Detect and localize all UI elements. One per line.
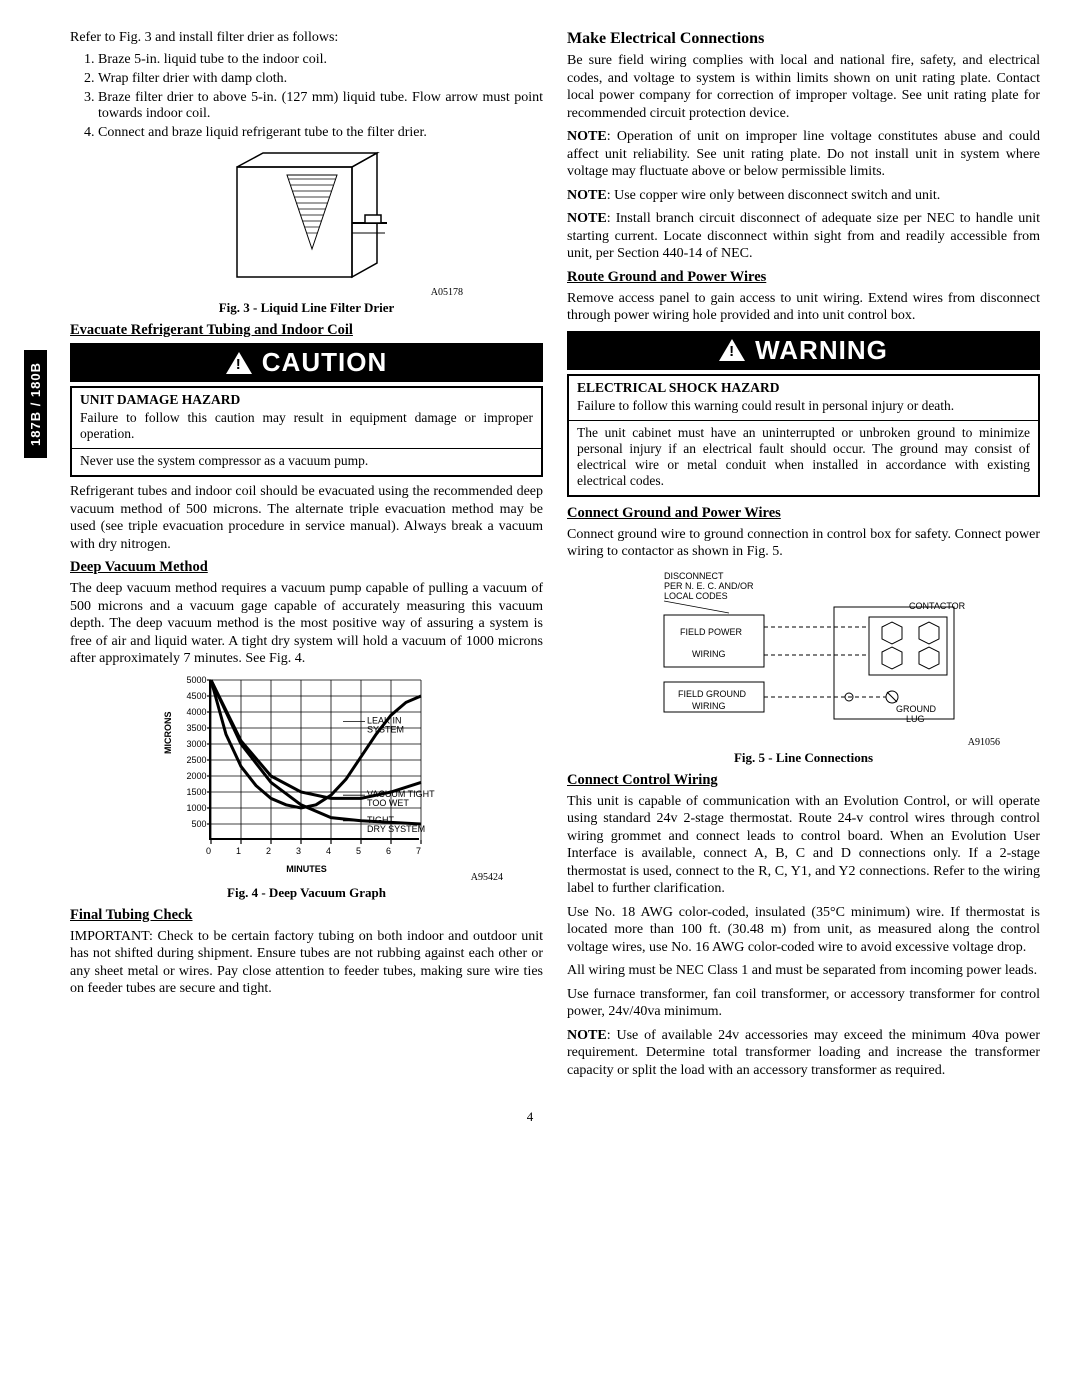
caution-p1: Failure to follow this caution may resul… xyxy=(72,410,541,448)
dvm-heading: Deep Vacuum Method xyxy=(70,559,543,576)
rgpw-body: Remove access panel to gain access to un… xyxy=(567,290,1040,325)
mec-note1: NOTE: Operation of unit on improper line… xyxy=(567,128,1040,181)
ccw-p4: Use furnace transformer, fan coil transf… xyxy=(567,986,1040,1021)
caution-banner: CAUTION xyxy=(70,343,543,382)
page-number: 4 xyxy=(20,1109,1040,1125)
fig5-caption: Fig. 5 - Line Connections xyxy=(567,750,1040,766)
fig3-caption: Fig. 3 - Liquid Line Filter Drier xyxy=(70,300,543,316)
dvm-body: The deep vacuum method requires a vacuum… xyxy=(70,580,543,668)
chart-xlabel: MINUTES xyxy=(157,864,457,874)
left-column: Refer to Fig. 3 and install filter drier… xyxy=(70,30,543,1085)
rgpw-heading: Route Ground and Power Wires xyxy=(567,269,1040,286)
ccw-p1: This unit is capable of communication wi… xyxy=(567,793,1040,898)
warning-banner: WARNING xyxy=(567,331,1040,370)
svg-text:SYSTEM: SYSTEM xyxy=(367,724,404,734)
coil-illustration xyxy=(217,149,397,289)
svg-text:PER N. E. C. AND/OR: PER N. E. C. AND/OR xyxy=(664,581,754,591)
evacuate-heading: Evacuate Refrigerant Tubing and Indoor C… xyxy=(70,322,543,339)
side-tab: 187B / 180B xyxy=(24,350,47,458)
svg-text:LOCAL CODES: LOCAL CODES xyxy=(664,591,728,601)
ccw-p2: Use No. 18 AWG color-coded, insulated (3… xyxy=(567,904,1040,957)
svg-text:WIRING: WIRING xyxy=(692,649,726,659)
warning-p2: The unit cabinet must have an uninterrup… xyxy=(569,420,1038,495)
svg-text:FIELD GROUND: FIELD GROUND xyxy=(678,689,747,699)
cgpw-body: Connect ground wire to ground connection… xyxy=(567,526,1040,561)
fig4-caption: Fig. 4 - Deep Vacuum Graph xyxy=(70,885,543,901)
page-content: Refer to Fig. 3 and install filter drier… xyxy=(70,30,1040,1085)
step-2: Wrap filter drier with damp cloth. xyxy=(98,71,543,87)
figure-3: A05178 Fig. 3 - Liquid Line Filter Drier xyxy=(70,149,543,316)
warning-title: ELECTRICAL SHOCK HAZARD xyxy=(569,376,1038,398)
right-column: Make Electrical Connections Be sure fiel… xyxy=(567,30,1040,1085)
svg-text:GROUND: GROUND xyxy=(896,704,936,714)
cgpw-heading: Connect Ground and Power Wires xyxy=(567,505,1040,522)
caution-label: CAUTION xyxy=(262,347,387,378)
ftc-body: IMPORTANT: Check to be certain factory t… xyxy=(70,928,543,998)
caution-title: UNIT DAMAGE HAZARD xyxy=(72,388,541,410)
caution-p2: Never use the system compressor as a vac… xyxy=(72,448,541,475)
svg-text:DRY SYSTEM: DRY SYSTEM xyxy=(367,823,425,833)
intro-text: Refer to Fig. 3 and install filter drier… xyxy=(70,30,543,46)
mec-note3: NOTE: Install branch circuit disconnect … xyxy=(567,210,1040,263)
evac-body: Refrigerant tubes and indoor coil should… xyxy=(70,483,543,553)
install-steps: Braze 5-in. liquid tube to the indoor co… xyxy=(98,52,543,141)
chart-plot-area: LEAK INSYSTEMVACUUM TIGHTTOO WETTIGHTDRY… xyxy=(209,680,419,840)
ccw-note: NOTE: Use of available 24v accessories m… xyxy=(567,1027,1040,1080)
step-1: Braze 5-in. liquid tube to the indoor co… xyxy=(98,52,543,68)
wiring-diagram: DISCONNECT PER N. E. C. AND/OR LOCAL COD… xyxy=(634,567,974,737)
svg-text:FIELD POWER: FIELD POWER xyxy=(680,627,743,637)
warning-box: ELECTRICAL SHOCK HAZARD Failure to follo… xyxy=(567,374,1040,497)
chart-ylabel: MICRONS xyxy=(163,711,173,754)
step-4: Connect and braze liquid refrigerant tub… xyxy=(98,125,543,141)
mec-note2: NOTE: Use copper wire only between disco… xyxy=(567,187,1040,205)
svg-text:CONTACTOR: CONTACTOR xyxy=(909,601,966,611)
vacuum-chart: MICRONS LEAK INSYSTEMVACUUM TIGHTTOO WET… xyxy=(157,674,457,874)
step-3: Braze filter drier to above 5-in. (127 m… xyxy=(98,90,543,122)
caution-icon xyxy=(226,352,252,374)
svg-text:DISCONNECT: DISCONNECT xyxy=(664,571,724,581)
mec-heading: Make Electrical Connections xyxy=(567,30,1040,48)
mec-p1: Be sure field wiring complies with local… xyxy=(567,52,1040,122)
ccw-p3: All wiring must be NEC Class 1 and must … xyxy=(567,962,1040,980)
caution-box: UNIT DAMAGE HAZARD Failure to follow thi… xyxy=(70,386,543,477)
svg-text:WIRING: WIRING xyxy=(692,701,726,711)
warning-icon xyxy=(719,339,745,361)
ftc-heading: Final Tubing Check xyxy=(70,907,543,924)
warning-label: WARNING xyxy=(755,335,888,366)
svg-text:LUG: LUG xyxy=(906,714,925,724)
ccw-heading: Connect Control Wiring xyxy=(567,772,1040,789)
svg-text:TOO WET: TOO WET xyxy=(367,798,409,808)
warning-p1: Failure to follow this warning could res… xyxy=(569,398,1038,420)
fig5-code: A91056 xyxy=(567,737,1040,748)
